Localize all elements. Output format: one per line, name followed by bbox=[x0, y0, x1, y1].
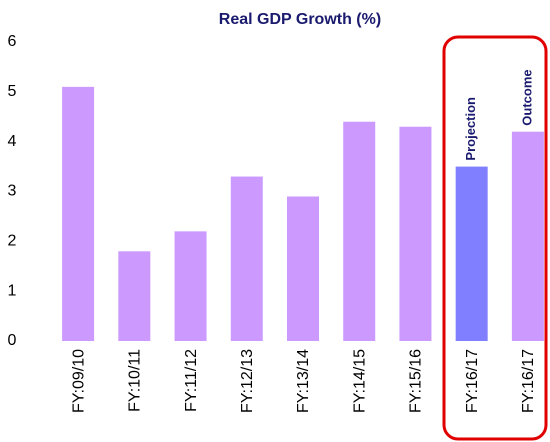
y-tick-label: 2 bbox=[8, 233, 17, 250]
bar bbox=[399, 126, 432, 341]
chart-title: Real GDP Growth (%) bbox=[219, 11, 381, 28]
x-tick-label: FY:13/14 bbox=[295, 349, 312, 413]
annotation: Outcome bbox=[519, 69, 534, 125]
x-tick-label: FY:16/17 bbox=[520, 349, 537, 413]
bar bbox=[174, 231, 207, 341]
y-tick-label: 0 bbox=[8, 332, 17, 349]
x-tick-label: FY:14/15 bbox=[351, 349, 368, 413]
bar bbox=[511, 131, 544, 341]
bar bbox=[118, 251, 151, 341]
y-tick-label: 3 bbox=[8, 183, 17, 200]
y-tick-label: 6 bbox=[8, 33, 17, 50]
y-tick-label: 5 bbox=[8, 83, 17, 100]
y-tick-label: 4 bbox=[8, 133, 17, 150]
y-tick-label: 1 bbox=[8, 282, 17, 299]
x-tick-label: FY:15/16 bbox=[408, 349, 425, 413]
highlight-box bbox=[442, 35, 548, 441]
x-tick-label: FY:12/13 bbox=[239, 349, 256, 413]
bar bbox=[230, 176, 263, 341]
x-tick-label: FY:09/10 bbox=[70, 349, 87, 413]
bar bbox=[287, 196, 319, 341]
bar bbox=[455, 166, 488, 341]
x-tick-label: FY:11/12 bbox=[183, 349, 200, 412]
x-tick-label: FY:16/17 bbox=[464, 349, 481, 413]
x-tick-label: FY:10/11 bbox=[127, 349, 144, 412]
bar bbox=[62, 86, 95, 341]
annotation: Projection bbox=[463, 97, 478, 161]
bar bbox=[343, 121, 376, 341]
